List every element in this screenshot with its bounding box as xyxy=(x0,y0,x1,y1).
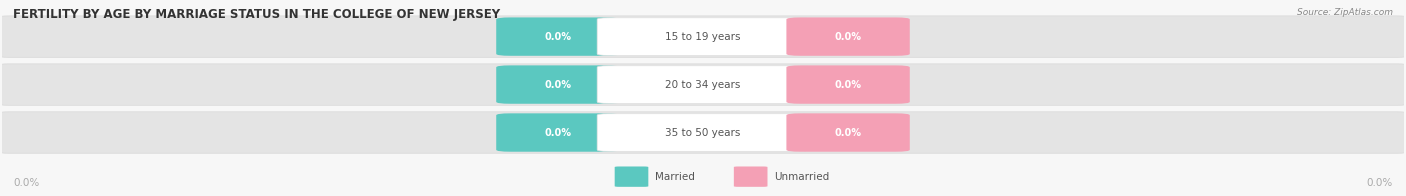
FancyBboxPatch shape xyxy=(786,65,910,104)
FancyBboxPatch shape xyxy=(0,112,1406,153)
Text: 0.0%: 0.0% xyxy=(544,32,571,42)
Text: 0.0%: 0.0% xyxy=(544,128,571,138)
Text: FERTILITY BY AGE BY MARRIAGE STATUS IN THE COLLEGE OF NEW JERSEY: FERTILITY BY AGE BY MARRIAGE STATUS IN T… xyxy=(13,8,501,21)
FancyBboxPatch shape xyxy=(734,166,768,187)
Text: 15 to 19 years: 15 to 19 years xyxy=(665,32,741,42)
FancyBboxPatch shape xyxy=(496,113,620,152)
Text: 0.0%: 0.0% xyxy=(835,32,862,42)
FancyBboxPatch shape xyxy=(598,66,808,103)
FancyBboxPatch shape xyxy=(786,113,910,152)
FancyBboxPatch shape xyxy=(496,65,620,104)
Text: Married: Married xyxy=(655,172,695,182)
FancyBboxPatch shape xyxy=(614,166,648,187)
FancyBboxPatch shape xyxy=(598,114,808,151)
FancyBboxPatch shape xyxy=(0,64,1406,105)
FancyBboxPatch shape xyxy=(598,18,808,55)
Text: 0.0%: 0.0% xyxy=(835,80,862,90)
Text: 0.0%: 0.0% xyxy=(835,128,862,138)
Text: 0.0%: 0.0% xyxy=(1367,178,1393,188)
Text: 0.0%: 0.0% xyxy=(13,178,39,188)
Text: Unmarried: Unmarried xyxy=(775,172,830,182)
FancyBboxPatch shape xyxy=(0,16,1406,57)
FancyBboxPatch shape xyxy=(786,17,910,56)
Text: Source: ZipAtlas.com: Source: ZipAtlas.com xyxy=(1296,8,1393,17)
Text: 35 to 50 years: 35 to 50 years xyxy=(665,128,741,138)
FancyBboxPatch shape xyxy=(496,17,620,56)
Text: 0.0%: 0.0% xyxy=(544,80,571,90)
Text: 20 to 34 years: 20 to 34 years xyxy=(665,80,741,90)
